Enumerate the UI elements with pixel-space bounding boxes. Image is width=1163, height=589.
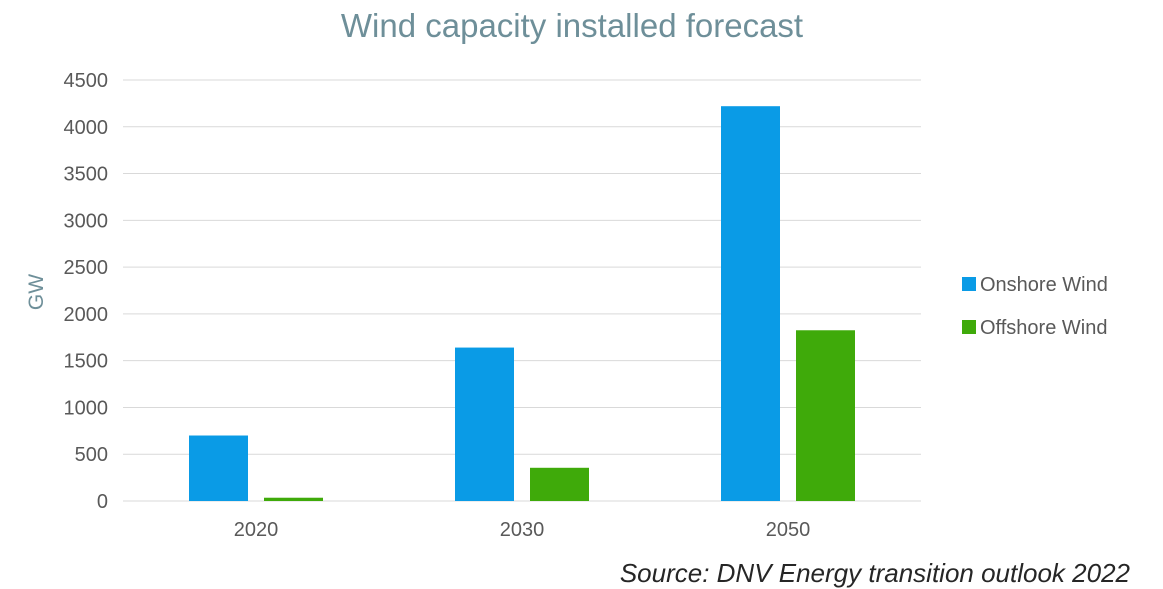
y-tick-label-500: 500 xyxy=(75,444,108,466)
grid xyxy=(123,79,921,502)
legend-swatch-offshore-wind xyxy=(962,320,976,334)
x-tick-label-2050: 2050 xyxy=(766,519,811,541)
x-tick-label-2020: 2020 xyxy=(234,519,279,541)
y-tick-label-2000: 2000 xyxy=(64,304,109,326)
chart-title: Wind capacity installed forecast xyxy=(341,7,803,44)
bar-onshore-wind-2050 xyxy=(721,106,780,501)
legend: Onshore Wind Offshore Wind xyxy=(962,274,1108,339)
bars xyxy=(189,106,855,501)
y-tick-label-3500: 3500 xyxy=(64,164,109,186)
legend-label-onshore-wind: Onshore Wind xyxy=(980,274,1108,296)
x-axis-ticks: 2020 2030 2050 xyxy=(234,519,811,541)
source-note: Source: DNV Energy transition outlook 20… xyxy=(620,558,1131,588)
legend-swatch-onshore-wind xyxy=(962,277,976,291)
bar-offshore-wind-2020 xyxy=(264,497,323,501)
legend-label-offshore-wind: Offshore Wind xyxy=(980,317,1107,339)
y-tick-label-2500: 2500 xyxy=(64,257,109,279)
y-tick-label-0: 0 xyxy=(97,491,108,513)
x-tick-label-2030: 2030 xyxy=(500,519,545,541)
y-tick-label-1000: 1000 xyxy=(64,397,109,419)
y-axis-ticks: 0 500 1000 1500 2000 2500 3000 3500 4000 4500 xyxy=(64,70,109,513)
bar-onshore-wind-2020 xyxy=(189,435,248,501)
y-tick-label-3000: 3000 xyxy=(64,210,109,232)
bar-offshore-wind-2030 xyxy=(530,467,589,501)
bar-offshore-wind-2050 xyxy=(796,330,855,501)
y-tick-label-4500: 4500 xyxy=(64,70,109,92)
y-tick-label-1500: 1500 xyxy=(64,351,109,373)
y-axis-title: GW xyxy=(25,274,48,310)
y-tick-label-4000: 4000 xyxy=(64,117,109,139)
bar-onshore-wind-2030 xyxy=(455,347,514,501)
